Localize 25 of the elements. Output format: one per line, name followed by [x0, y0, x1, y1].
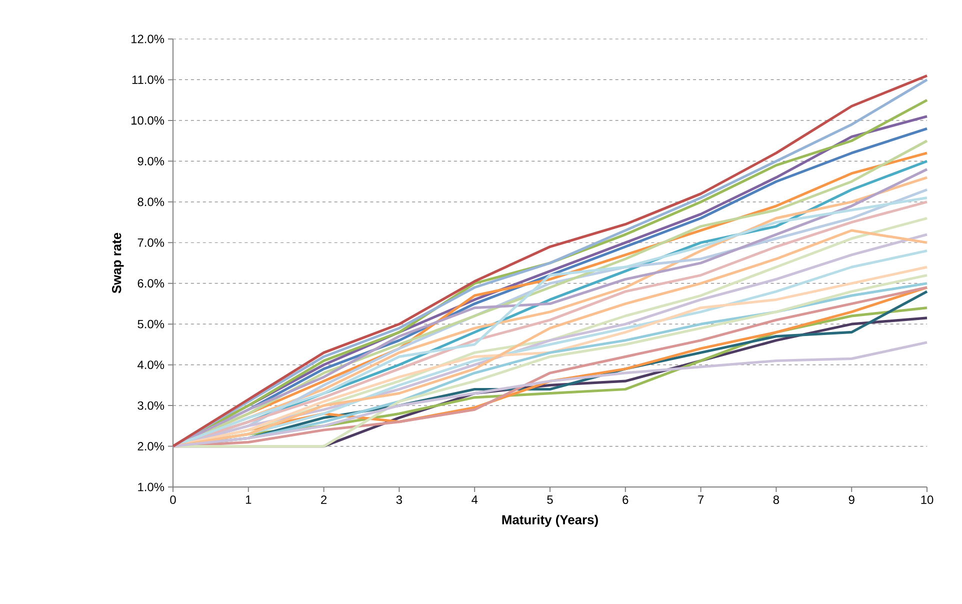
y-tick-label: 10.0%: [131, 116, 164, 125]
x-tick-label: 6: [622, 496, 628, 504]
x-axis-title: Maturity (Years): [502, 514, 598, 527]
y-tick-label: 11.0%: [132, 75, 164, 84]
y-tick-label: 9.0%: [138, 156, 164, 166]
y-tick-label: 2.0%: [138, 442, 164, 450]
y-tick-label: 8.0%: [138, 198, 164, 206]
y-tick-label: 1.0%: [138, 482, 164, 492]
x-tick-label: 3: [396, 496, 402, 504]
x-tick-label: 1: [246, 496, 252, 504]
y-axis-title: Swap rate: [112, 232, 124, 294]
y-tick-label: 7.0%: [138, 238, 164, 247]
x-tick-label: 10: [921, 496, 934, 504]
x-tick-label: 8: [773, 496, 780, 504]
y-tick-label: 3.0%: [138, 401, 164, 410]
x-tick-label: 4: [472, 496, 478, 504]
x-tick-label: 0: [170, 496, 176, 504]
y-tick-label: 6.0%: [138, 279, 164, 288]
x-tick-label: 7: [698, 496, 704, 504]
y-tick-label: 5.0%: [138, 320, 164, 328]
x-tick-label: 2: [321, 496, 327, 504]
y-tick-label: 4.0%: [138, 360, 164, 370]
y-tick-label: 12.0%: [131, 34, 164, 44]
x-tick-label: 5: [547, 496, 553, 504]
x-tick-label: 9: [848, 496, 854, 504]
